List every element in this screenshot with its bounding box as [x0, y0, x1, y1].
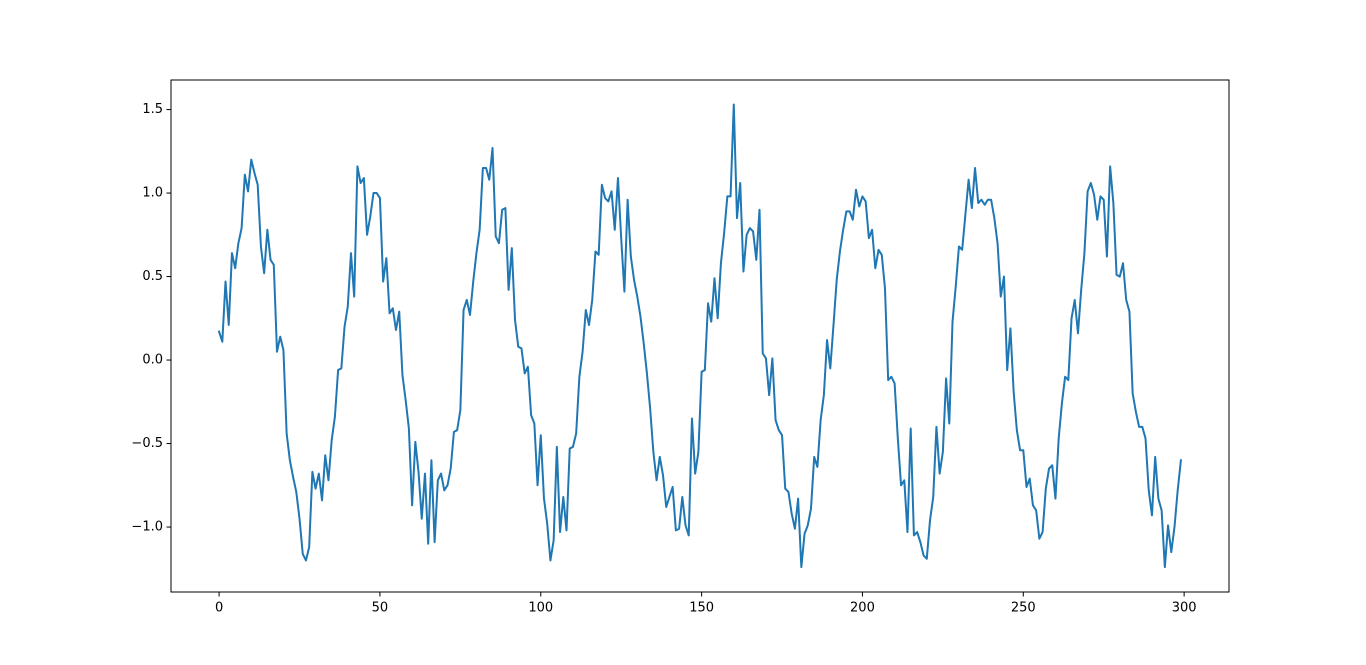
x-tick-label: 0 [215, 601, 223, 616]
x-tick-label: 100 [528, 601, 553, 616]
x-tick-label: 200 [850, 601, 875, 616]
y-tick-label: 0.5 [142, 269, 163, 284]
y-tick-label: −0.5 [131, 436, 163, 451]
x-tick-label: 250 [1011, 601, 1036, 616]
y-tick-label: 1.0 [142, 186, 163, 201]
y-tick-label: −1.0 [131, 520, 163, 535]
x-tick-label: 50 [372, 601, 389, 616]
y-tick-label: 0.0 [142, 353, 163, 368]
x-tick-label: 150 [689, 601, 714, 616]
x-tick-label: 300 [1172, 601, 1197, 616]
axes-frame [170, 79, 1230, 593]
y-tick-label: 1.5 [142, 102, 163, 117]
line-series [217, 103, 1183, 569]
